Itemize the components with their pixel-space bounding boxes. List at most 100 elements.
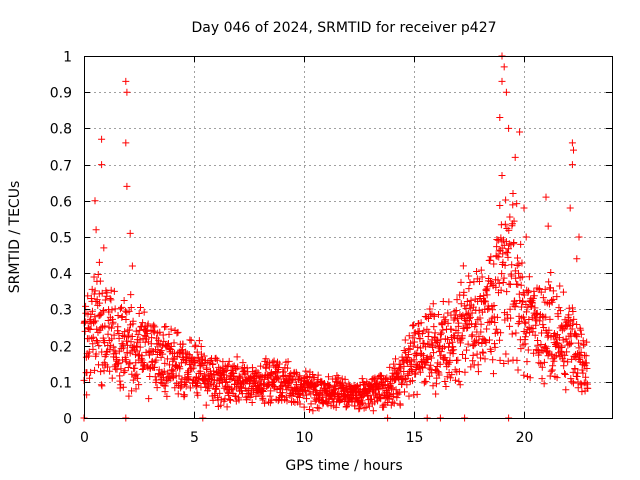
axis-ticks: 00.10.20.30.40.50.60.70.80.910 5 10 15 20: [50, 50, 612, 446]
data-point: [262, 355, 270, 363]
data-point: [567, 339, 575, 347]
data-point: [159, 350, 167, 358]
data-point: [96, 277, 104, 285]
data-point: [500, 241, 508, 249]
data-point: [575, 233, 583, 241]
data-point: [138, 365, 146, 373]
data-point: [577, 326, 585, 334]
data-point: [131, 364, 139, 372]
data-point: [125, 331, 133, 339]
data-point: [522, 319, 530, 327]
data-point: [386, 363, 394, 371]
data-point: [98, 135, 106, 143]
data-point: [194, 379, 202, 387]
data-point: [101, 339, 109, 347]
data-point: [397, 360, 405, 368]
data-point: [523, 358, 531, 366]
data-point: [499, 279, 507, 287]
data-point: [540, 380, 548, 388]
data-point: [313, 404, 321, 412]
data-point: [513, 254, 521, 262]
x-tick-label: 5: [190, 430, 199, 446]
data-point: [537, 340, 545, 348]
data-point: [100, 244, 108, 252]
data-point: [501, 316, 509, 324]
data-point: [177, 346, 185, 354]
data-point: [463, 297, 471, 305]
data-point: [215, 363, 223, 371]
data-point: [527, 302, 535, 310]
data-point: [152, 356, 160, 364]
data-point: [223, 374, 231, 382]
data-point: [443, 373, 451, 381]
data-point: [369, 407, 377, 415]
data-point: [127, 338, 135, 346]
data-point: [496, 336, 504, 344]
data-point: [514, 366, 522, 374]
data-point: [568, 325, 576, 333]
data-point: [355, 405, 363, 413]
data-point: [179, 340, 187, 348]
data-point: [510, 239, 518, 247]
data-point: [88, 285, 96, 293]
data-point: [92, 298, 100, 306]
data-point: [559, 336, 567, 344]
data-point: [554, 312, 562, 320]
data-point: [375, 390, 383, 398]
data-point: [97, 324, 105, 332]
data-point: [483, 283, 491, 291]
data-point: [378, 372, 386, 380]
data-point: [109, 318, 117, 326]
data-point: [82, 302, 90, 310]
data-point: [494, 276, 502, 284]
data-point: [151, 323, 159, 331]
data-point: [420, 352, 428, 360]
data-point: [513, 200, 521, 208]
data-point: [275, 360, 283, 368]
data-point: [561, 370, 569, 378]
data-point: [303, 395, 311, 403]
data-point: [144, 322, 152, 330]
data-point: [495, 279, 503, 287]
y-tick-label: 0: [63, 412, 72, 428]
data-point: [582, 379, 590, 387]
data-point: [502, 88, 510, 96]
data-point: [310, 373, 318, 381]
data-point: [200, 352, 208, 360]
data-point: [192, 341, 200, 349]
data-point: [125, 307, 133, 315]
data-point: [191, 359, 199, 367]
data-point: [405, 392, 413, 400]
data-point: [514, 281, 522, 289]
data-point: [511, 153, 519, 161]
data-point: [480, 292, 488, 300]
data-point: [571, 330, 579, 338]
data-point: [455, 377, 463, 385]
data-point: [86, 374, 94, 382]
data-point: [97, 368, 105, 376]
data-point: [569, 320, 577, 328]
data-point: [380, 403, 388, 411]
data-point: [583, 338, 591, 346]
data-point: [548, 296, 556, 304]
data-point: [578, 388, 586, 396]
data-point: [409, 334, 417, 342]
data-point: [408, 377, 416, 385]
data-point: [499, 236, 507, 244]
data-point: [257, 362, 265, 370]
data-point: [123, 337, 131, 345]
data-point: [116, 305, 124, 313]
data-point: [159, 331, 167, 339]
data-point: [159, 373, 167, 381]
data-point: [100, 367, 108, 375]
data-point: [569, 368, 577, 376]
data-point: [84, 352, 92, 360]
data-point: [311, 397, 319, 405]
data-point: [568, 378, 576, 386]
data-point: [416, 368, 424, 376]
plot-frame: [84, 56, 613, 419]
data-point: [510, 217, 518, 225]
y-tick-label: 0.3: [50, 303, 72, 319]
data-point: [461, 354, 469, 362]
